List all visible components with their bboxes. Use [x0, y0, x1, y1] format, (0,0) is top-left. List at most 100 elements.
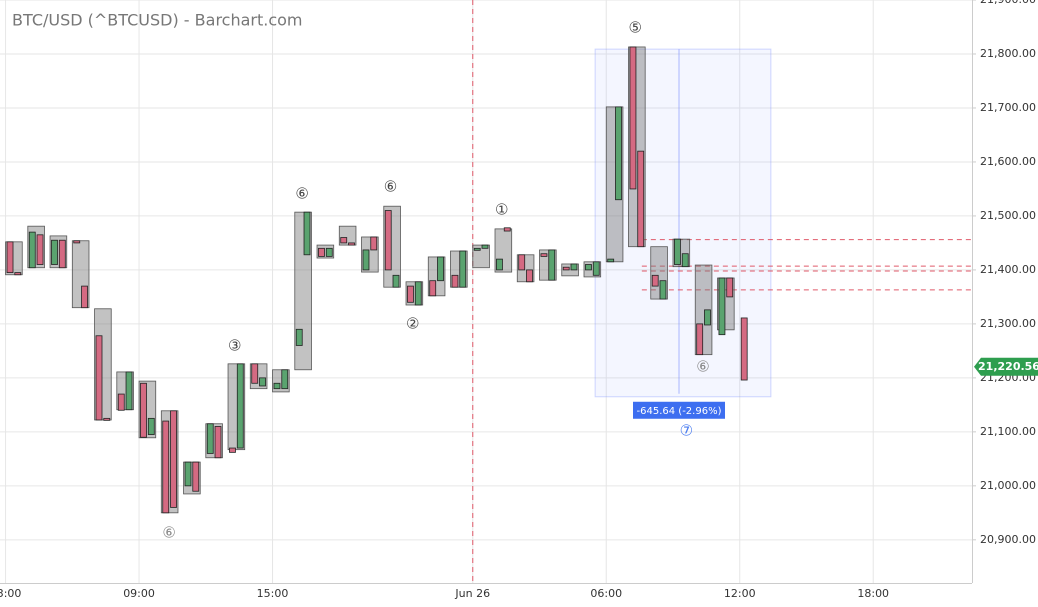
candle [540, 253, 548, 257]
candle [170, 410, 177, 508]
candle [481, 244, 489, 249]
x-tick-label: 12:00 [724, 587, 756, 600]
y-tick-label: 21,800.00 [980, 47, 1036, 60]
measure-label: -645.64 (-2.96%) [637, 406, 722, 417]
plot: ⑤ ⑥ ⑥ ① ③ ② ⑥ ⑥ ⑦ -645.64 (-2.96%) [5, 0, 972, 583]
candle [184, 461, 192, 487]
annotation: ⑤ [628, 19, 641, 37]
candle [437, 256, 444, 282]
annotation: ① [495, 200, 508, 218]
candle [429, 280, 437, 297]
candle [206, 423, 214, 454]
y-tick-label: 21,300.00 [980, 317, 1036, 330]
last-price-tag [974, 357, 1038, 376]
candle [259, 377, 266, 387]
candle [117, 393, 125, 411]
annotation: ⑥ [295, 184, 308, 202]
x-tick-label: Jun 26 [454, 587, 490, 600]
range-box [561, 263, 579, 277]
candle [392, 274, 400, 288]
candle [95, 335, 103, 421]
candle [696, 323, 704, 356]
candle [28, 231, 36, 269]
y-tick-label: 21,500.00 [980, 209, 1036, 222]
candle [629, 46, 637, 190]
candle [348, 242, 355, 246]
candle [718, 277, 726, 336]
annotation: ② [406, 314, 419, 332]
candle [295, 328, 303, 346]
candle [318, 247, 325, 257]
x-tick-label: 15:00 [257, 587, 289, 600]
annotation: ⑦ [680, 421, 693, 439]
candle [548, 249, 556, 281]
y-tick-label: 20,900.00 [980, 533, 1036, 546]
last-price-label: 21,220.56 [978, 360, 1038, 373]
candle [526, 269, 533, 283]
candle [407, 285, 414, 303]
candle [229, 447, 236, 453]
candle [36, 234, 44, 265]
candle [125, 371, 133, 411]
candle [414, 281, 422, 306]
y-tick-label: 21,100.00 [980, 425, 1036, 438]
candle [236, 363, 244, 449]
candle [674, 238, 681, 265]
x-tick-label: 18:00 [857, 587, 889, 600]
candle [659, 280, 667, 300]
candle [362, 249, 370, 271]
y-tick-label: 21,400.00 [980, 263, 1036, 276]
candle [518, 254, 526, 271]
candle [281, 369, 289, 390]
candle [704, 309, 711, 326]
candle [6, 241, 14, 274]
candle [81, 285, 88, 309]
candle [607, 258, 615, 263]
x-tick-label: 06:00 [590, 587, 622, 600]
candle [740, 317, 748, 381]
range-box [472, 244, 490, 269]
candle [637, 150, 645, 248]
candle [570, 263, 578, 271]
candle [140, 382, 147, 438]
candle [451, 274, 459, 288]
candle [58, 239, 66, 269]
candle [384, 210, 392, 271]
candle [370, 236, 378, 251]
candle [562, 266, 570, 271]
candle [651, 274, 659, 287]
candle [73, 240, 81, 244]
annotation: ⑥ [162, 523, 175, 541]
candle [726, 277, 734, 298]
y-tick-label: 21,900.00 [980, 0, 1036, 6]
candle [103, 417, 111, 421]
y-tick-label: 21,600.00 [980, 155, 1036, 168]
y-tick-label: 21,700.00 [980, 101, 1036, 114]
annotation: ③ [228, 337, 241, 355]
candle [14, 272, 22, 276]
candle [340, 237, 348, 244]
measure-label-bg [633, 401, 726, 419]
candle [251, 363, 259, 384]
candle [592, 261, 600, 276]
candle [681, 253, 689, 268]
annotation: ⑥ [696, 358, 709, 376]
candle [303, 211, 311, 256]
candle [459, 250, 467, 288]
y-tick-label: 21,000.00 [980, 479, 1036, 492]
candle [273, 382, 281, 390]
x-tick-label: 09:00 [123, 587, 155, 600]
candle [214, 426, 222, 459]
candle [585, 264, 592, 271]
candle [496, 258, 503, 271]
candle [192, 461, 200, 492]
chart-title: BTC/USD (^BTCUSD) - Barchart.com [12, 11, 303, 30]
candle [615, 106, 622, 201]
candle [503, 227, 511, 232]
candle [147, 417, 155, 435]
candle [473, 247, 481, 251]
candle [325, 247, 333, 257]
candle [51, 239, 58, 265]
